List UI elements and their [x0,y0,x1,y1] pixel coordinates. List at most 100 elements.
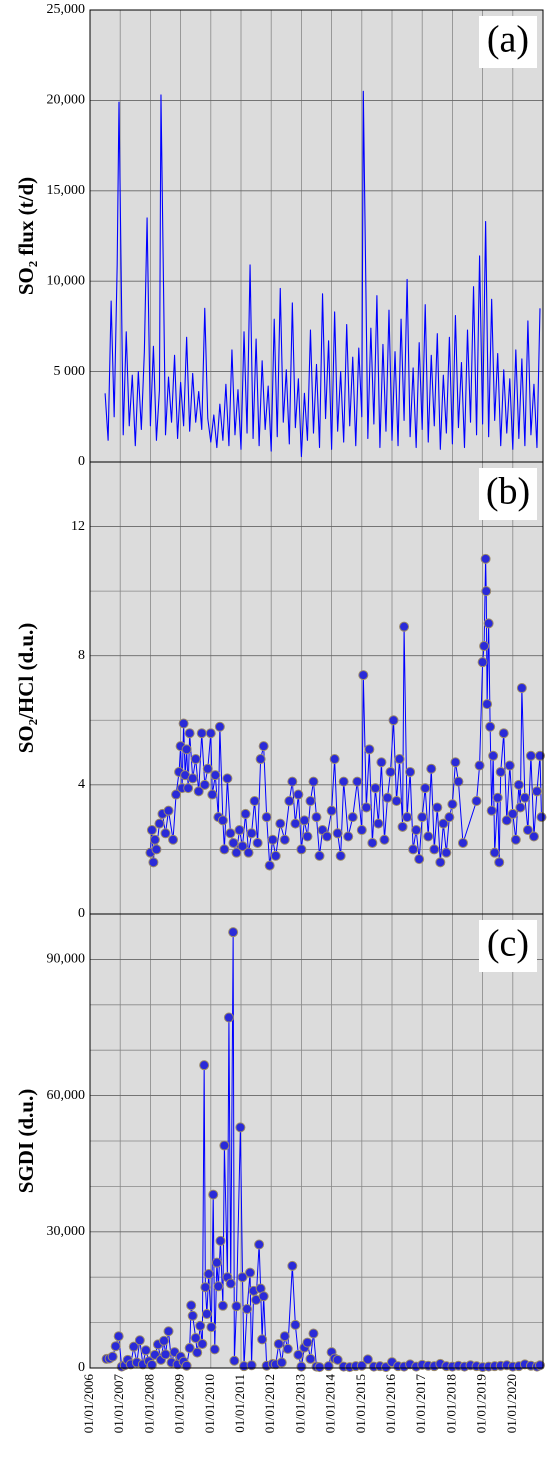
data-point [361,802,372,813]
data-point [367,837,378,848]
data-point [477,657,488,668]
panel-label: (c) [487,923,529,965]
data-point [420,783,431,794]
data-point [299,815,310,826]
data-point [379,834,390,845]
x-tick-label: 01/01/2013 [292,1374,307,1433]
x-tick-label: 01/01/2008 [141,1374,156,1433]
data-point [335,850,346,861]
data-point [457,837,468,848]
data-point [397,821,408,832]
data-point [255,754,266,765]
data-point [211,1257,222,1268]
data-point [215,1235,226,1246]
data-point [207,789,218,800]
data-point [391,796,402,806]
data-point [399,621,410,632]
data-point [210,770,221,781]
data-point [214,721,225,732]
data-point [435,857,446,868]
data-point [201,1308,212,1319]
data-point [254,1239,265,1250]
data-point [302,1337,313,1348]
data-point [203,1269,214,1280]
data-point [128,1341,139,1352]
data-point [405,766,416,777]
data-point [531,786,542,797]
y-tick-label: 20,000 [47,93,86,108]
y-tick-label: 0 [78,454,85,469]
data-point [240,808,251,819]
data-point [474,760,485,771]
y-tick-label: 60,000 [47,1088,86,1103]
data-point [498,728,509,739]
data-point [414,854,425,865]
data-point [192,1347,203,1358]
data-point [423,831,434,842]
data-point [199,779,210,790]
y-tick-label: 10,000 [47,273,86,288]
data-point [270,850,281,861]
data-point [479,641,490,652]
y-tick-label: 8 [78,648,85,663]
data-point [209,1344,220,1355]
panel-label-box [479,16,537,68]
data-point [356,825,367,836]
data-point [222,773,233,784]
data-point [411,825,422,836]
data-point [370,783,381,794]
data-point [510,834,521,845]
data-point [228,837,239,848]
data-point [305,796,316,806]
data-point [296,1361,307,1372]
data-point [202,763,213,774]
data-point [296,844,307,855]
data-point [261,812,272,823]
data-point [149,834,160,845]
data-point [267,834,278,845]
data-point [257,1334,268,1345]
data-point [242,1303,253,1314]
data-point [184,728,195,739]
data-point [140,1345,151,1356]
x-tick-label: 01/01/2017 [413,1374,428,1434]
data-point [329,754,340,765]
data-point [492,792,503,803]
data-point [206,1322,217,1333]
panel-label: (b) [486,471,530,513]
data-point [507,808,518,819]
y-axis-label: SGDI (d.u.) [14,1089,38,1193]
data-point [234,825,245,836]
data-point [426,763,437,774]
panel-label-box [479,468,537,520]
data-point [485,721,496,732]
data-point [213,1281,224,1292]
data-point [154,818,165,829]
y-tick-label: 4 [78,777,85,792]
panel-label: (a) [487,19,529,61]
data-point [302,831,313,842]
data-point [107,1351,118,1362]
data-point [134,1335,145,1346]
data-point [385,766,396,777]
data-point [471,796,482,806]
data-point [293,789,304,800]
y-axis-label: SO₂/HCl (d.u.) [14,623,38,754]
data-point [178,718,189,729]
data-point [290,1319,301,1330]
data-point [258,741,269,752]
data-point [326,805,337,816]
data-point [158,1335,169,1346]
data-point [205,728,216,739]
panel-label-box [479,920,537,972]
data-point [481,586,492,597]
data-point [197,1338,208,1349]
data-point [287,1260,298,1271]
data-point [308,776,319,787]
data-point [441,847,452,858]
data-point [183,783,194,794]
data-point [110,1341,121,1352]
data-point [284,796,295,806]
data-point [388,715,399,726]
data-point [231,847,242,858]
